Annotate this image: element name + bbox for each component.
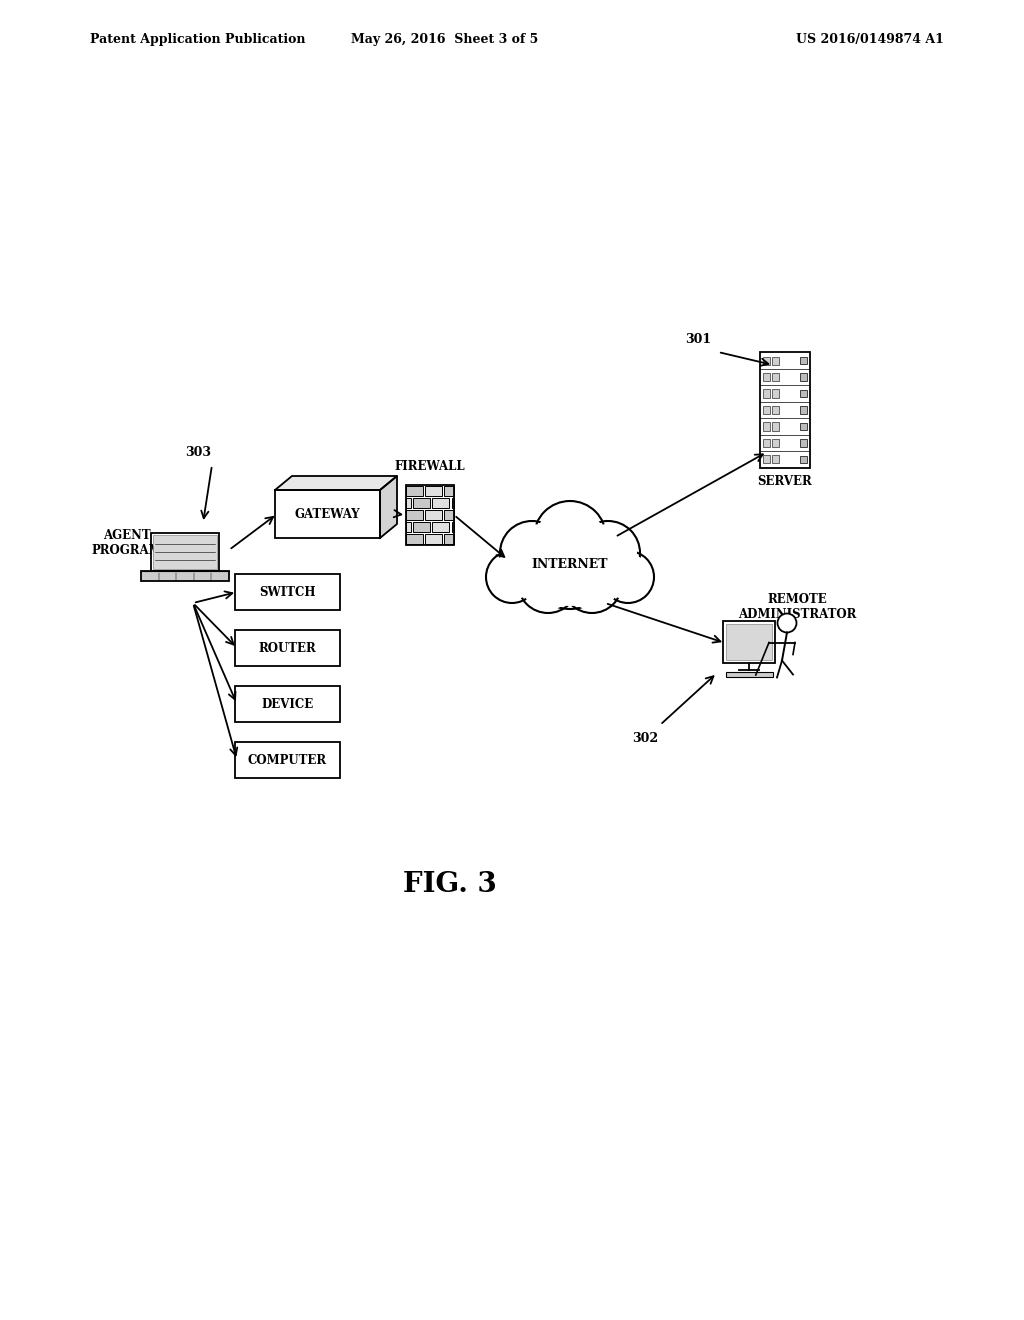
FancyBboxPatch shape <box>406 535 423 544</box>
Text: 301: 301 <box>685 334 711 346</box>
Text: 302: 302 <box>632 731 658 744</box>
FancyBboxPatch shape <box>406 498 411 508</box>
Text: Patent Application Publication: Patent Application Publication <box>90 33 305 46</box>
FancyBboxPatch shape <box>800 389 807 397</box>
FancyBboxPatch shape <box>414 521 430 532</box>
FancyBboxPatch shape <box>772 455 779 463</box>
Circle shape <box>486 550 538 603</box>
FancyBboxPatch shape <box>452 498 454 508</box>
Polygon shape <box>380 477 397 539</box>
FancyBboxPatch shape <box>234 574 340 610</box>
FancyBboxPatch shape <box>452 521 454 532</box>
FancyBboxPatch shape <box>763 422 770 430</box>
Text: FIG. 3: FIG. 3 <box>403 871 497 899</box>
FancyBboxPatch shape <box>425 486 442 496</box>
FancyBboxPatch shape <box>763 405 770 414</box>
FancyBboxPatch shape <box>425 510 442 520</box>
FancyBboxPatch shape <box>763 374 770 381</box>
FancyBboxPatch shape <box>763 389 770 397</box>
Circle shape <box>528 525 612 609</box>
Circle shape <box>521 556 575 610</box>
Text: GATEWAY: GATEWAY <box>295 507 360 520</box>
FancyBboxPatch shape <box>425 535 442 544</box>
FancyBboxPatch shape <box>234 630 340 667</box>
FancyBboxPatch shape <box>151 533 219 572</box>
Circle shape <box>534 502 606 573</box>
Text: SWITCH: SWITCH <box>259 586 315 598</box>
FancyBboxPatch shape <box>800 455 807 463</box>
FancyBboxPatch shape <box>772 438 779 447</box>
FancyBboxPatch shape <box>234 686 340 722</box>
FancyBboxPatch shape <box>800 356 807 364</box>
FancyBboxPatch shape <box>763 455 770 463</box>
Circle shape <box>605 554 651 601</box>
Circle shape <box>565 556 618 610</box>
FancyBboxPatch shape <box>772 405 779 414</box>
FancyBboxPatch shape <box>726 624 772 660</box>
Circle shape <box>518 553 578 612</box>
Text: COMPUTER: COMPUTER <box>248 754 327 767</box>
FancyBboxPatch shape <box>760 352 810 467</box>
Circle shape <box>503 524 561 582</box>
FancyBboxPatch shape <box>800 440 807 446</box>
FancyBboxPatch shape <box>154 536 217 569</box>
FancyBboxPatch shape <box>444 486 454 496</box>
FancyBboxPatch shape <box>406 484 454 545</box>
Text: US 2016/0149874 A1: US 2016/0149874 A1 <box>796 33 944 46</box>
FancyBboxPatch shape <box>444 510 454 520</box>
FancyBboxPatch shape <box>772 356 779 364</box>
Circle shape <box>489 554 535 601</box>
Circle shape <box>537 504 603 570</box>
Text: INTERNET: INTERNET <box>531 558 608 572</box>
Text: 303: 303 <box>185 446 211 458</box>
FancyBboxPatch shape <box>141 572 229 581</box>
Circle shape <box>531 528 609 606</box>
Text: SERVER: SERVER <box>758 475 812 488</box>
FancyBboxPatch shape <box>772 422 779 430</box>
FancyBboxPatch shape <box>414 498 430 508</box>
FancyBboxPatch shape <box>772 389 779 397</box>
FancyBboxPatch shape <box>406 510 423 520</box>
FancyBboxPatch shape <box>432 498 450 508</box>
FancyBboxPatch shape <box>763 438 770 447</box>
Text: FIREWALL: FIREWALL <box>394 459 465 473</box>
Text: ROUTER: ROUTER <box>259 642 316 655</box>
FancyBboxPatch shape <box>444 535 454 544</box>
FancyBboxPatch shape <box>800 374 807 381</box>
FancyBboxPatch shape <box>726 672 773 677</box>
Text: AGENT
PROGRAM: AGENT PROGRAM <box>92 529 163 557</box>
Circle shape <box>500 521 564 585</box>
FancyBboxPatch shape <box>723 620 775 663</box>
FancyBboxPatch shape <box>406 521 411 532</box>
FancyBboxPatch shape <box>234 742 340 777</box>
FancyBboxPatch shape <box>406 486 423 496</box>
FancyBboxPatch shape <box>772 374 779 381</box>
FancyBboxPatch shape <box>800 422 807 430</box>
Circle shape <box>777 614 797 632</box>
FancyBboxPatch shape <box>763 356 770 364</box>
Polygon shape <box>275 477 397 490</box>
Circle shape <box>602 550 654 603</box>
Circle shape <box>575 521 640 585</box>
FancyBboxPatch shape <box>432 521 450 532</box>
Text: REMOTE
ADMINISTRATOR: REMOTE ADMINISTRATOR <box>738 593 856 620</box>
Text: May 26, 2016  Sheet 3 of 5: May 26, 2016 Sheet 3 of 5 <box>351 33 539 46</box>
Circle shape <box>562 553 622 612</box>
Text: DEVICE: DEVICE <box>261 697 313 710</box>
FancyBboxPatch shape <box>275 490 380 539</box>
Circle shape <box>579 524 637 582</box>
FancyBboxPatch shape <box>800 407 807 413</box>
